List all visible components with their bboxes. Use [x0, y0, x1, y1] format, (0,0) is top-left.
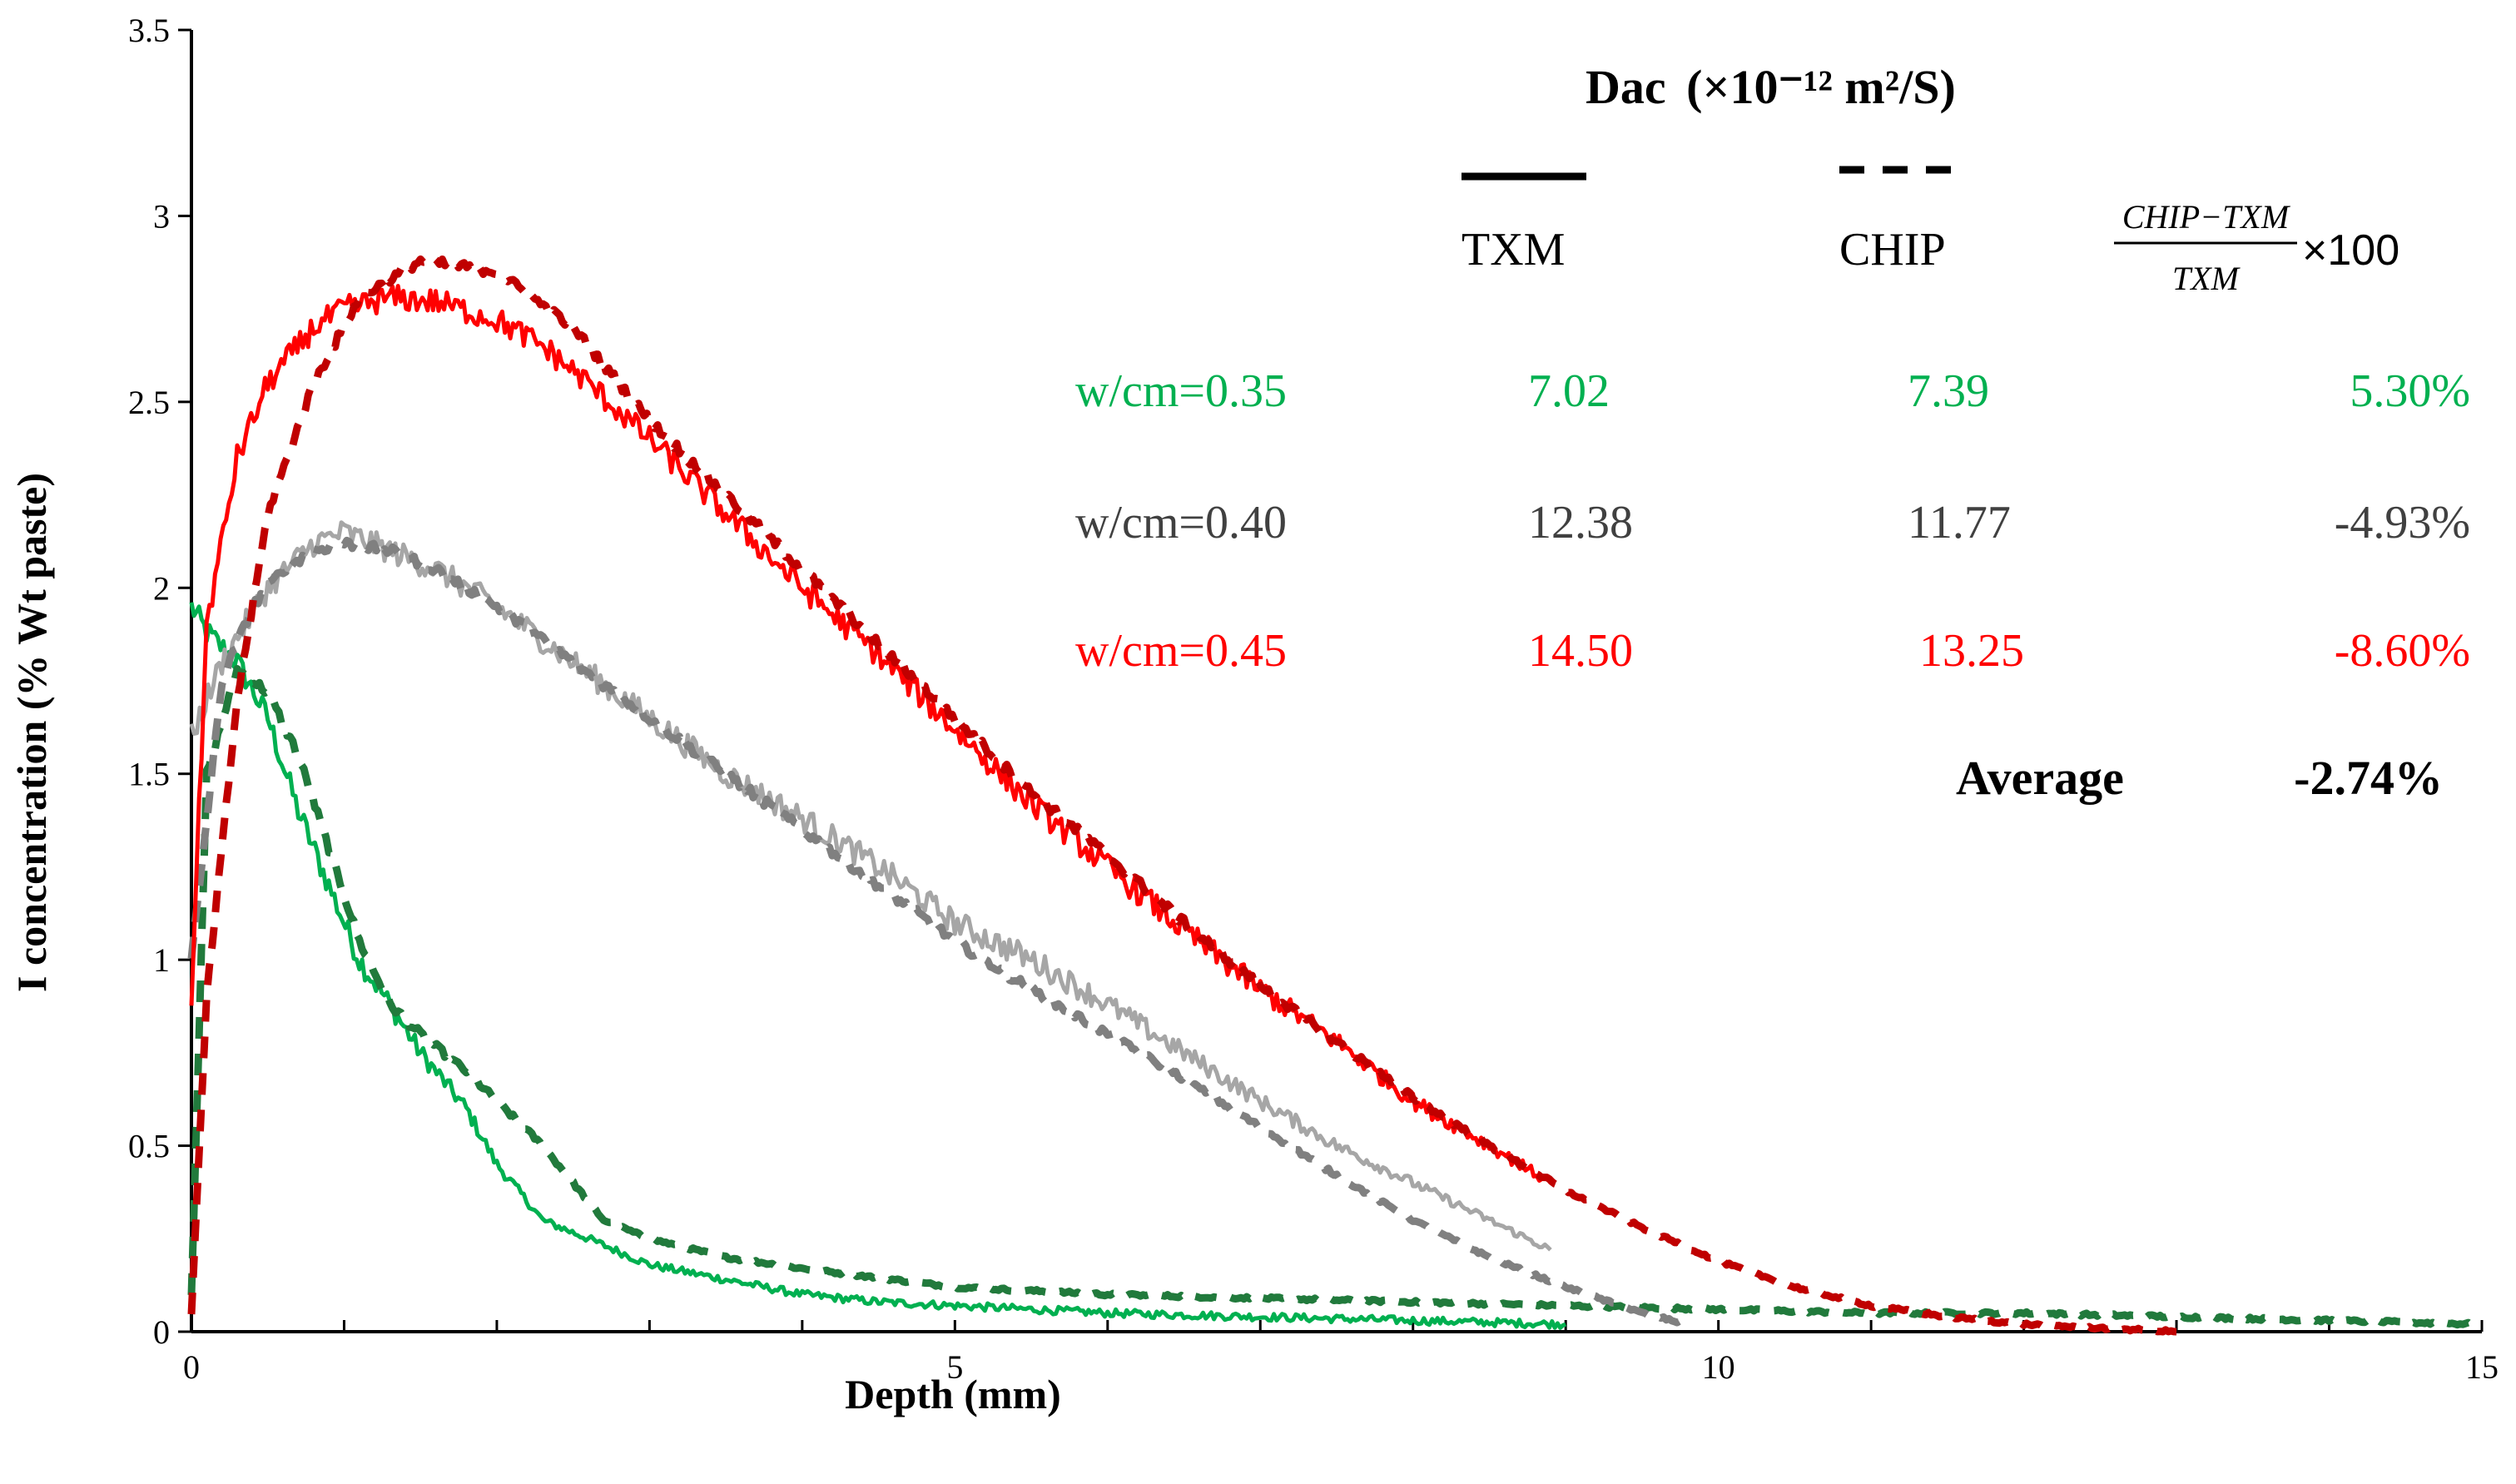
- row-txm: 12.38: [1528, 497, 1633, 548]
- formula-suffix: ×100: [2302, 226, 2399, 275]
- series-line-w-cm-0-40-txm: [189, 520, 1552, 1252]
- row-txm: 14.50: [1528, 625, 1633, 677]
- row-label: w/cm=0.45: [1075, 625, 1287, 677]
- y-ticks: 0 0.5 1 1.5 2 2.5 3 3.5: [128, 12, 191, 1351]
- table-row: w/cm=0.40 12.38 11.77 -4.93%: [1075, 497, 2470, 548]
- x-tick-label: 5: [946, 1348, 963, 1386]
- y-tick-label: 0.5: [128, 1128, 170, 1165]
- col-txm-header: TXM: [1461, 224, 1565, 275]
- table-heading: Dac (×10⁻¹² m²/S): [1586, 60, 1956, 114]
- x-tick-label: 10: [1702, 1348, 1735, 1386]
- col-formula-header: CHIP−TXM TXM ×100: [2114, 198, 2399, 297]
- col-chip-header: CHIP: [1839, 224, 1946, 275]
- x-tick-label: 15: [2465, 1348, 2499, 1386]
- row-diff: -8.60%: [2335, 625, 2470, 677]
- average-value: -2.74%: [2294, 751, 2443, 805]
- table-heading-label: Dac: [1586, 60, 1666, 114]
- series-line-w-cm-0-40-chip: [187, 536, 1690, 1328]
- x-axis-title: Depth (mm): [845, 1371, 1061, 1417]
- y-tick-label: 3: [153, 197, 170, 235]
- y-tick-label: 1: [153, 941, 170, 979]
- table-row: w/cm=0.45 14.50 13.25 -8.60%: [1075, 625, 2470, 677]
- y-tick-label: 3.5: [128, 12, 170, 49]
- row-chip: 11.77: [1908, 497, 2011, 548]
- table-heading-unit: (×10⁻¹² m²/S): [1686, 60, 1956, 114]
- row-label: w/cm=0.35: [1075, 365, 1287, 417]
- series-line-w-cm-0-35-chip: [187, 665, 2484, 1329]
- y-tick-label: 2.5: [128, 384, 170, 421]
- formula-denominator: TXM: [2172, 260, 2241, 297]
- y-tick-label: 0: [153, 1313, 170, 1351]
- average-label: Average: [1956, 751, 2124, 805]
- formula-numerator: CHIP−TXM: [2122, 198, 2291, 236]
- row-chip: 7.39: [1908, 365, 1989, 417]
- series-line-w-cm-0-45-chip: [187, 254, 2178, 1336]
- row-txm: 7.02: [1528, 365, 1610, 417]
- x-tick-label: 0: [183, 1348, 200, 1386]
- row-diff: 5.30%: [2350, 365, 2470, 417]
- row-diff: -4.93%: [2335, 497, 2470, 548]
- y-tick-label: 1.5: [128, 756, 170, 793]
- series-line-w-cm-0-45-txm: [189, 284, 1553, 1184]
- series-line-w-cm-0-35-txm: [189, 602, 1567, 1330]
- dac-table: Dac (×10⁻¹² m²/S) TXM CHIP CHIP−TXM TXM …: [1075, 60, 2470, 805]
- series-layer: [187, 254, 2484, 1336]
- y-tick-label: 2: [153, 569, 170, 607]
- x-ticks: 0 5 10 15: [183, 1320, 2499, 1386]
- row-label: w/cm=0.40: [1075, 497, 1287, 548]
- row-chip: 13.25: [1919, 625, 2024, 677]
- table-row: w/cm=0.35 7.02 7.39 5.30%: [1075, 365, 2470, 417]
- y-axis-title: I concentration (% Wt paste): [8, 473, 55, 992]
- axes: [190, 30, 2482, 1333]
